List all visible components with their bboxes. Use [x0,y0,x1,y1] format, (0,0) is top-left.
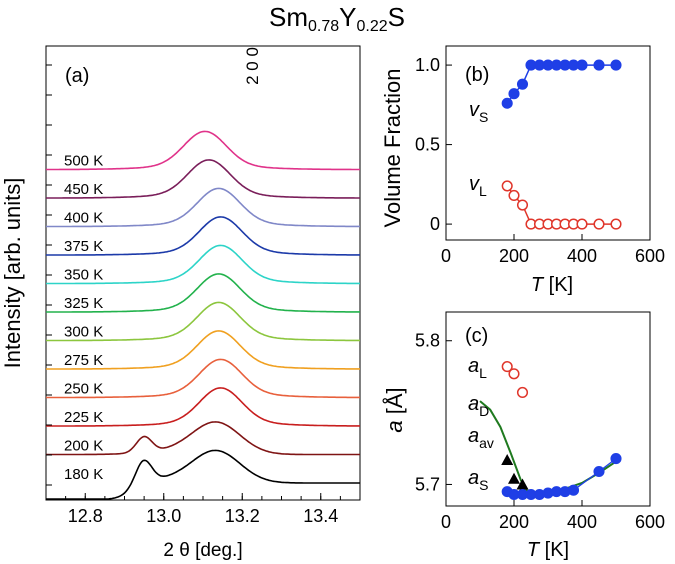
panel-c-series-label: aD [468,393,489,419]
panel-c-y-axis-label: a [Å] [382,387,407,432]
panel-c-point [593,465,605,478]
panel-b-point [593,218,605,230]
panel-a-curve [46,159,360,199]
panel-b-x-tick-label: 600 [635,246,665,266]
panel-b-point [610,218,622,230]
panel-c-point [508,368,520,380]
panel-a-x-axis-label: 2 θ [deg.] [163,540,242,561]
panel-b-y-axis-label: Volume Fraction [380,69,405,228]
panel-a-x-tick-label: 13.2 [225,506,260,526]
panel-c-x-tick-label: 200 [499,512,529,532]
panel-a-curve [46,330,360,370]
panel-c-point [610,453,622,465]
panel-a-curve [46,216,360,256]
panel-a-curves: 180 K 200 K 225 K 250 K 275 K 300 K 325 K 350 K… [46,130,360,500]
panel-c: 0 200 400 600 5.7 5.8 aL aD aav aS (c) T [K] a [… [382,311,665,561]
panel-a-label: (a) [65,65,89,87]
panel-a-x-tick-label: 12.8 [68,506,103,526]
panel-a-curve [46,387,360,427]
panel-a-x-ticks: 12.8 13.0 13.2 13.4 [45,64,361,526]
panel-b-frame [445,45,651,241]
panel-b-point [576,59,588,71]
panel-c-point [567,484,580,496]
panel-c-x-tick-label: 0 [441,512,451,532]
panel-c-point [516,478,529,490]
panel-c-series-label: aS [468,467,488,493]
panel-a-curve [46,301,360,342]
panel-b-series-label: vL [469,173,487,199]
panel-a-curve [46,449,360,500]
panel-a-curve [46,244,360,285]
panel-a-curve-label: 300 K [64,324,103,341]
panel-c-label: (c) [465,325,488,347]
panel-b-point [508,189,520,202]
panel-a-curve-label: 400 K [64,210,103,227]
panel-b-x-axis-label: T [K] [531,274,573,296]
panel-c-point [516,386,529,399]
panel-b-x-tick-label: 0 [441,246,451,266]
panel-a-curve-label: 375 K [64,238,103,255]
panel-c-data: aL aD aav aS [468,355,622,501]
panel-a-curve-label: 500 K [64,153,103,170]
panel-b-label: (b) [465,64,489,86]
panel-b-data: vS vL [469,59,622,230]
panel-c-y-tick-label: 5.8 [415,331,440,351]
panel-a-x-tick-label: 13.4 [303,506,338,526]
figure-title: Sm0.78Y0.22S [269,2,405,35]
panel-b-x-tick-label: 200 [499,246,529,266]
panel-a-curve-label: 450 K [64,181,103,198]
panel-c-series-label: aL [468,355,487,381]
panel-a-curve-label: 275 K [64,352,103,369]
panel-b-x-tick-label: 400 [567,246,597,266]
panel-a-curve [46,273,360,313]
panel-b-point [516,199,529,211]
panel-a-curve-label: 180 K [64,466,103,483]
panel-a-curve-label: 250 K [64,381,103,398]
panel-a-curve [46,421,360,456]
panel-c-point [501,454,514,466]
panel-b-point [516,78,529,90]
panel-b-point [501,97,513,109]
panel-a-y-axis-label: Intensity [arb. units] [0,178,25,369]
panel-b-point [508,88,520,100]
panel-b-ticks: 0 200 400 600 0 0.5 1.0 [415,55,665,266]
panel-b-y-tick-label: 1.0 [415,55,440,75]
panel-c-point [508,472,520,484]
panel-c-ticks: 0 200 400 600 5.7 5.8 [415,331,665,532]
panel-b-point [610,59,622,71]
panel-a-curve [46,187,360,228]
panel-a-curve-label: 225 K [64,409,103,426]
panel-c-series-label: aav [468,425,494,451]
panel-c-x-tick-label: 400 [567,512,597,532]
panel-a-curve [46,130,360,171]
panel-c-y-tick-label: 5.7 [415,474,440,494]
panel-a-curve-label: 200 K [64,438,103,455]
panel-a-curve-label: 350 K [64,267,103,284]
panel-a-peak-label: 2 0 0 [243,47,262,85]
panel-b-series-label: vS [469,99,488,125]
panel-c-point [501,361,513,373]
panel-b-y-tick-label: 0.5 [415,135,440,155]
panel-a-curve-label: 325 K [64,295,103,312]
panel-a-curve [46,358,360,399]
panel-b-y-tick-label: 0 [430,214,440,234]
panel-c-fit-line [479,400,617,495]
panel-c-x-axis-label: T [K] [527,539,569,561]
panel-b-point [576,218,588,230]
panel-b-point [501,180,513,192]
panel-a-x-tick-label: 13.0 [146,506,181,526]
panel-b: 0 200 400 600 0 0.5 1.0 vS vL (b) T [K] Volume … [380,45,665,296]
panel-c-frame [445,311,651,507]
panel-c-x-tick-label: 600 [635,512,665,532]
panel-b-point [593,59,605,71]
panel-a: 180 K 200 K 225 K 250 K 275 K 300 K 325 K 350 K… [0,45,361,561]
